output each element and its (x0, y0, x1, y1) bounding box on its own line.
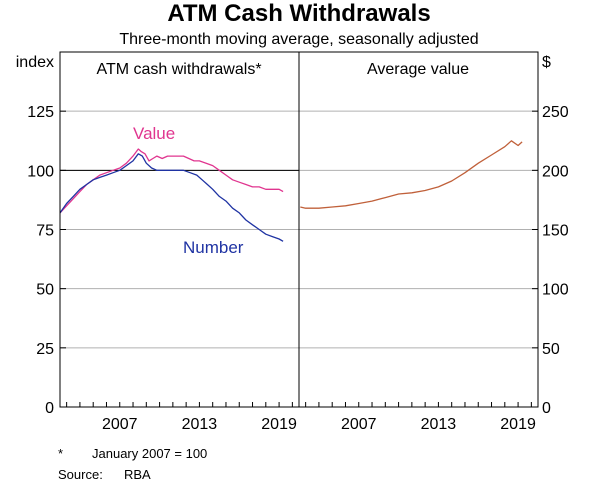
right-panel-title: Average value (367, 61, 469, 78)
axis-ticks (60, 110, 538, 408)
y-tick-label-left: 0 (45, 400, 54, 417)
value-series-line (59, 148, 284, 214)
number-series-label: Number (183, 238, 244, 257)
y-tick-label-left: 100 (27, 163, 54, 180)
source-text: RBA (124, 467, 151, 482)
source-label: Source: (58, 467, 103, 482)
x-tick-label-left: 2019 (261, 416, 297, 433)
footnote-marker: * (58, 446, 63, 461)
value-series-label: Value (133, 124, 175, 143)
y-tick-label-right: 200 (542, 163, 569, 180)
y-tick-label-right: 150 (542, 223, 569, 240)
y-tick-label-left: 125 (27, 104, 54, 121)
y-tick-label-left: 25 (36, 341, 54, 358)
x-tick-label-left: 2013 (182, 416, 218, 433)
chart-subtitle: Three-month moving average, seasonally a… (119, 31, 478, 48)
y-tick-label-left: 75 (36, 223, 54, 240)
x-tick-label-right: 2019 (500, 416, 536, 433)
tick-labels: 0 25 50 75 100 125 0 50 100 150 200 250 2007 2013 2019… (27, 104, 569, 433)
average-value-line (300, 140, 523, 209)
right-axis-unit: $ (542, 54, 551, 71)
y-tick-label-right: 50 (542, 341, 560, 358)
x-tick-label-left: 2007 (102, 416, 138, 433)
series-lines (59, 140, 523, 242)
chart-title: ATM Cash Withdrawals (167, 0, 430, 27)
y-tick-label-left: 50 (36, 282, 54, 299)
x-tick-label-right: 2013 (421, 416, 457, 433)
left-panel-title: ATM cash withdrawals* (96, 61, 261, 78)
y-tick-label-right: 100 (542, 282, 569, 299)
footnote-text: January 2007 = 100 (92, 446, 207, 461)
y-tick-label-right: 0 (542, 400, 551, 417)
y-tick-label-right: 250 (542, 104, 569, 121)
number-series-line (59, 153, 284, 242)
x-tick-label-right: 2007 (341, 416, 377, 433)
left-axis-unit: index (16, 54, 54, 71)
